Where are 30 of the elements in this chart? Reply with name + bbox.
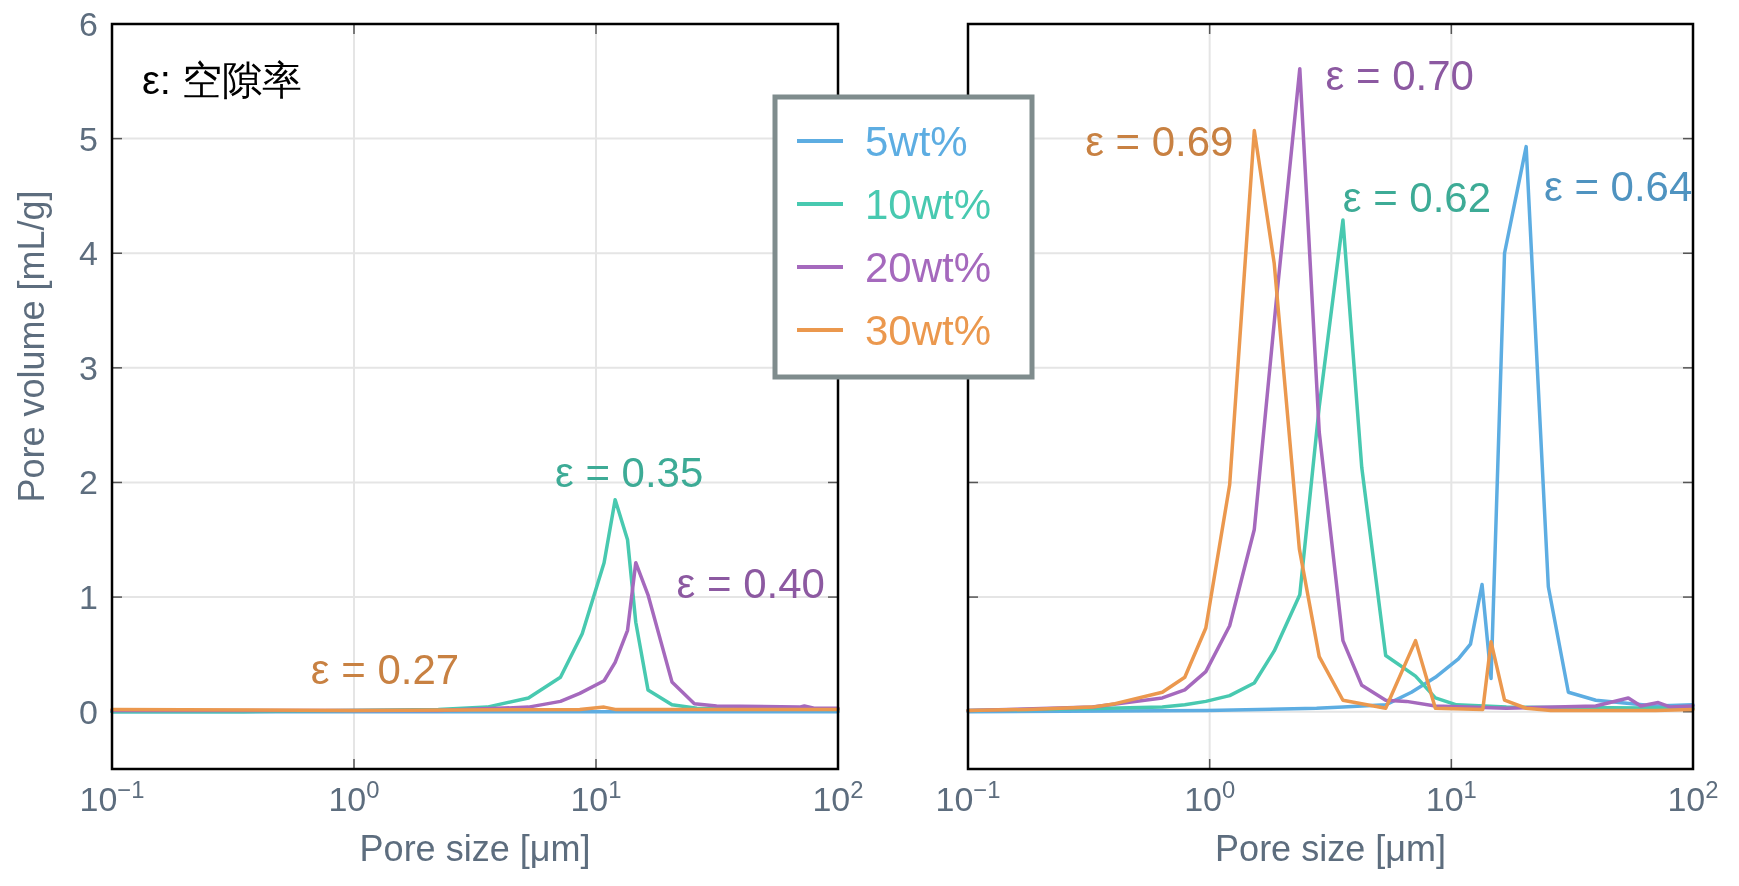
x-tick-label: 10$^{1}$ [570, 775, 622, 818]
x-tick-label: 10$^{−1}$ [935, 775, 1001, 818]
y-tick-label: 0 [79, 692, 98, 731]
annotation: ε = 0.62 [1342, 173, 1492, 221]
x-tick-label: 10$^{0}$ [1184, 775, 1236, 818]
legend-label: 5wt% [865, 118, 968, 165]
x-tick-label: 10$^{0}$ [328, 775, 380, 818]
x-tick-label: 10$^{−1}$ [79, 775, 145, 818]
y-tick-label: 6 [79, 5, 98, 43]
annotation: ε = 0.40 [676, 559, 825, 607]
y-tick-label: 1 [79, 578, 98, 617]
x-tick-label: 10$^{1}$ [1425, 775, 1477, 818]
x-tick-label: 10$^{2}$ [812, 775, 864, 818]
annotation: ε = 0.70 [1325, 51, 1474, 99]
annotation: ε: 空隙率 [142, 58, 303, 102]
y-axis-title: Pore volume [mL/g] [11, 190, 52, 503]
x-axis-title: Pore size [μm] [359, 828, 591, 869]
annotation: ε = 0.35 [554, 448, 704, 496]
x-axis-title: Pore size [μm] [1215, 828, 1446, 869]
legend-label: 10wt% [865, 181, 992, 228]
y-tick-label: 5 [79, 119, 98, 158]
legend-label: 20wt% [865, 244, 992, 291]
y-tick-label: 2 [79, 463, 98, 502]
annotation: ε = 0.64 [1543, 162, 1693, 210]
annotation: ε = 0.27 [310, 645, 460, 693]
x-tick-label: 10$^{2}$ [1667, 775, 1719, 818]
legend-label: 30wt% [865, 307, 992, 354]
y-tick-label: 3 [79, 348, 98, 387]
y-tick-label: 4 [79, 234, 98, 273]
annotation: ε = 0.69 [1085, 117, 1234, 165]
